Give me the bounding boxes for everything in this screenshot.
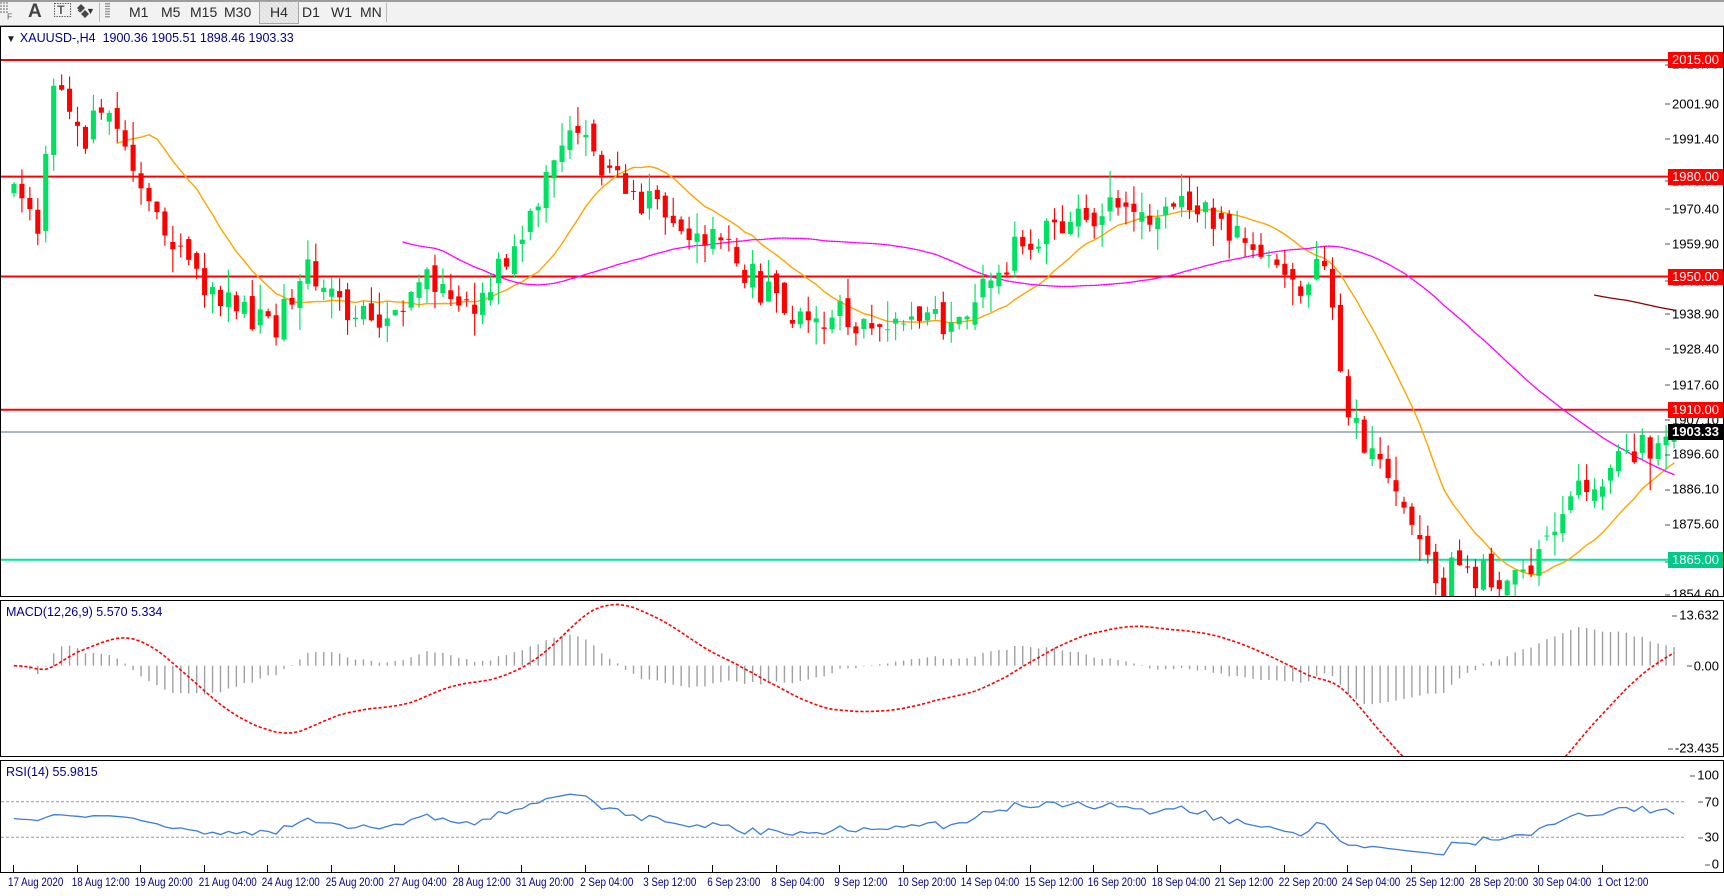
svg-text:T: T — [57, 3, 65, 17]
svg-text:F: F — [7, 12, 12, 21]
